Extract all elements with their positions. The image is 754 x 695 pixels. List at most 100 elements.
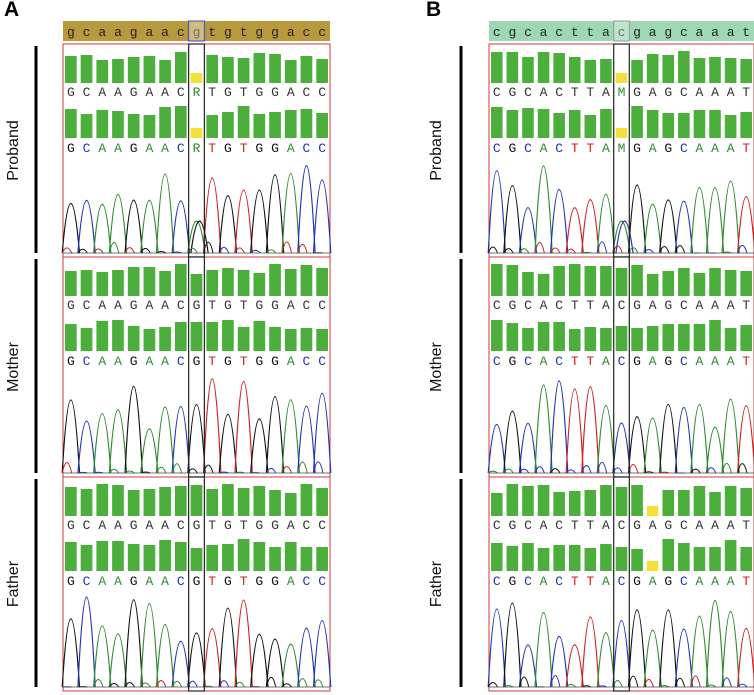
chromatogram-noise bbox=[487, 681, 499, 688]
called-base: T bbox=[571, 354, 579, 369]
chromatogram-noise bbox=[124, 470, 135, 474]
called-base: C bbox=[493, 354, 501, 369]
quality-bar bbox=[537, 548, 550, 571]
reference-base: a bbox=[114, 25, 122, 40]
called-base: C bbox=[177, 354, 185, 369]
reference-base: c bbox=[303, 25, 311, 40]
quality-bar bbox=[568, 329, 581, 351]
called-base: G bbox=[67, 574, 75, 589]
chromatogram-noise bbox=[565, 469, 576, 474]
chromatogram-peak bbox=[61, 399, 81, 474]
quality-bar bbox=[568, 545, 581, 571]
called-base: A bbox=[114, 298, 122, 313]
quality-bar bbox=[253, 53, 266, 83]
chromatogram-noise bbox=[265, 467, 277, 474]
chromatogram-peak bbox=[297, 165, 316, 254]
quality-bar bbox=[646, 274, 659, 296]
quality-bar bbox=[553, 545, 565, 571]
reference-base: g bbox=[67, 25, 75, 40]
called-base: G bbox=[633, 574, 641, 589]
chromatogram-peak bbox=[487, 170, 506, 254]
chromatogram-noise bbox=[155, 466, 167, 474]
called-base: A bbox=[161, 518, 169, 533]
called-base: C bbox=[303, 85, 311, 100]
quality-bar bbox=[127, 326, 140, 351]
chromatogram-noise bbox=[61, 247, 73, 254]
called-base: G bbox=[130, 574, 138, 589]
chromatogram-peak bbox=[297, 627, 316, 688]
quality-bar bbox=[300, 328, 313, 351]
called-base: G bbox=[67, 518, 75, 533]
quality-bar bbox=[584, 115, 597, 138]
called-base: C bbox=[555, 298, 563, 313]
quality-bar bbox=[206, 545, 219, 571]
quality-bar bbox=[615, 128, 628, 138]
called-base: G bbox=[130, 85, 138, 100]
called-base: C bbox=[618, 518, 626, 533]
reference-base: t bbox=[571, 25, 579, 40]
chromatogram-peak bbox=[155, 406, 175, 474]
called-base: A bbox=[145, 85, 153, 100]
called-base: C bbox=[680, 518, 688, 533]
chromatogram-noise bbox=[565, 683, 576, 688]
quality-bar bbox=[709, 492, 721, 516]
chromatogram-noise bbox=[487, 470, 498, 474]
called-base: G bbox=[224, 354, 232, 369]
chromatogram-noise bbox=[155, 679, 167, 688]
quality-bar bbox=[80, 270, 93, 296]
called-base: C bbox=[318, 298, 326, 313]
called-base: C bbox=[524, 298, 532, 313]
called-base: C bbox=[524, 85, 532, 100]
chromatogram-noise bbox=[487, 246, 499, 254]
chromatogram-noise bbox=[503, 684, 514, 688]
quality-bar bbox=[222, 484, 234, 516]
quality-bar bbox=[96, 272, 109, 296]
quality-bar bbox=[96, 60, 109, 83]
called-base: G bbox=[664, 518, 672, 533]
quality-bar bbox=[678, 113, 690, 138]
chromatogram-noise bbox=[534, 466, 545, 474]
chromatogram-peak bbox=[187, 220, 206, 254]
quality-bar bbox=[269, 264, 281, 296]
called-base: C bbox=[318, 518, 326, 533]
reference-sequence-bar bbox=[63, 21, 330, 41]
called-base: T bbox=[571, 141, 579, 156]
called-base: C bbox=[83, 85, 91, 100]
chromatogram-peak bbox=[124, 385, 143, 474]
called-base: G bbox=[193, 518, 201, 533]
chromatogram-noise bbox=[108, 241, 120, 254]
quality-bar bbox=[316, 268, 328, 296]
quality-bar bbox=[284, 110, 297, 138]
chromatogram-peak bbox=[737, 405, 754, 474]
called-base: A bbox=[696, 518, 704, 533]
quality-bar bbox=[646, 326, 659, 351]
called-base: C bbox=[680, 298, 688, 313]
called-base: G bbox=[130, 518, 138, 533]
quality-bar bbox=[709, 57, 721, 83]
quality-bar bbox=[222, 320, 234, 351]
chromatogram-peak bbox=[124, 599, 143, 688]
reference-base: a bbox=[727, 25, 735, 40]
called-base: C bbox=[493, 574, 501, 589]
chromatogram-peak bbox=[565, 644, 584, 688]
quality-bar bbox=[253, 321, 266, 351]
called-base: T bbox=[742, 518, 750, 533]
quality-bar bbox=[491, 264, 503, 296]
called-base: A bbox=[649, 298, 657, 313]
called-base: A bbox=[602, 354, 610, 369]
called-base: C bbox=[83, 141, 91, 156]
chromatogram-peak bbox=[487, 423, 506, 474]
quality-bar bbox=[143, 56, 156, 83]
sample-label: Father bbox=[5, 560, 22, 607]
chromatogram-noise bbox=[518, 676, 530, 688]
reference-base: g bbox=[193, 25, 201, 40]
quality-bar bbox=[143, 115, 156, 138]
called-base: T bbox=[208, 298, 216, 313]
called-base: A bbox=[711, 518, 719, 533]
quality-bar bbox=[522, 543, 534, 571]
called-base: A bbox=[602, 574, 610, 589]
called-base: A bbox=[98, 518, 106, 533]
called-base: T bbox=[208, 354, 216, 369]
sample-label: Father bbox=[428, 560, 445, 607]
